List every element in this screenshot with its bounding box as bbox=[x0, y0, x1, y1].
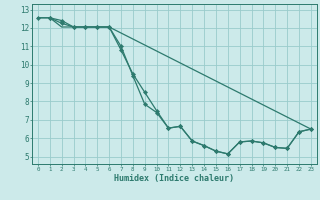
X-axis label: Humidex (Indice chaleur): Humidex (Indice chaleur) bbox=[115, 174, 234, 183]
